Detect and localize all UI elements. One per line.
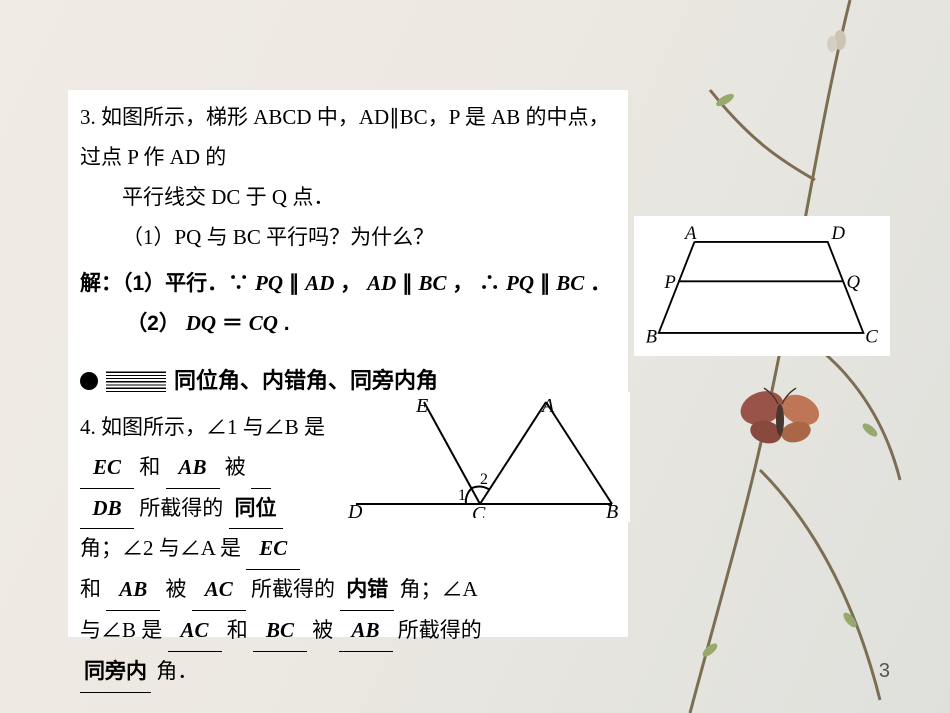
hatch-icon [106, 370, 166, 392]
lbl-E: E [415, 396, 428, 417]
blank-cont [251, 448, 271, 489]
m-par1: ∥ [289, 272, 300, 295]
q3-line3: （1）PQ 与 BC 平行吗？为什么？ [80, 218, 616, 258]
t-jiao: 角；∠2 与∠A 是 [80, 536, 241, 560]
t-yu: 与∠B 是 [80, 618, 162, 642]
t-suo2: 所截得的 [251, 577, 335, 601]
t-he2: 和 [80, 577, 101, 601]
lbl-angle1: 1 [458, 487, 466, 504]
m-ad: AD [305, 271, 334, 295]
lbl-angle2: 2 [480, 471, 488, 488]
answer-3: 解：（1）平行．∵ PQ ∥ AD ， AD ∥ BC ， ∴ PQ ∥ BC … [68, 256, 628, 352]
trapezoid-diagram: A D P Q B C [634, 216, 890, 356]
q3-line1: 3. 如图所示，梯形 ABCD 中，AD∥BC，P 是 AB 的中点，过点 P … [80, 98, 616, 178]
t-bei3: 被 [312, 618, 333, 642]
t-jiao2: 角；∠A [400, 577, 478, 601]
t-bei2: 被 [166, 577, 187, 601]
lbl-B2: B [606, 501, 618, 518]
t-bei: 被 [225, 455, 246, 479]
ans3-end: ． [590, 272, 611, 295]
t-suo3: 所截得的 [398, 618, 482, 642]
blank-neicuo: 内错 [340, 570, 394, 611]
lbl-A: A [683, 223, 697, 244]
page-number: 3 [879, 660, 890, 683]
therefore: ∴ [479, 272, 500, 295]
lbl-D: D [830, 223, 845, 244]
m-par3: ∥ [540, 272, 551, 295]
lbl-D2: D [347, 501, 363, 518]
ans3-prefix: 解：（1）平行．∵ [80, 272, 249, 295]
c1: ， [340, 272, 361, 295]
angle-diagram: E A D C B 1 2 [340, 392, 630, 522]
q4-l1: 4. 如图所示，∠1 与∠B 是 [80, 415, 325, 439]
ans3-part2: （2） [126, 312, 180, 335]
blank-ac2: AC [168, 611, 222, 652]
q3-line2: 平行线交 DC 于 Q 点． [80, 178, 616, 218]
m-par2: ∥ [402, 272, 413, 295]
lbl-B: B [646, 326, 658, 347]
blank-tongpang: 同旁内 [80, 652, 151, 693]
blank-ab3: AB [339, 611, 393, 652]
t-suo: 所截得的 [139, 496, 223, 520]
blank-db: DB [80, 489, 134, 530]
blank-ab: AB [166, 448, 220, 489]
m-bc: BC [418, 271, 446, 295]
m-pq: PQ [255, 271, 283, 295]
lbl-C: C [865, 326, 878, 347]
blank-ab2: AB [106, 570, 160, 611]
lbl-A2: A [540, 396, 555, 417]
blank-bc: BC [253, 611, 307, 652]
t-jiao3: 角． [156, 659, 198, 683]
lbl-Q: Q [846, 272, 860, 293]
blank-ac: AC [192, 570, 246, 611]
blank-ec: EC [80, 448, 134, 489]
lbl-C2: C [472, 503, 486, 518]
lbl-P: P [663, 272, 675, 293]
m-cq: CQ [249, 311, 278, 335]
m-bc2: BC [556, 271, 584, 295]
t-he: 和 [139, 455, 160, 479]
m-pq2: PQ [506, 271, 534, 295]
c2: ， [452, 272, 473, 295]
m-dq: DQ [186, 311, 216, 335]
eq: ＝ [222, 312, 243, 335]
bullet-icon [80, 372, 98, 390]
t-he3: 和 [227, 618, 248, 642]
period: . [284, 312, 290, 335]
m-ad2: AD [367, 271, 396, 295]
blank-ec2: EC [246, 529, 300, 570]
blank-tongwei: 同位 [229, 489, 283, 530]
